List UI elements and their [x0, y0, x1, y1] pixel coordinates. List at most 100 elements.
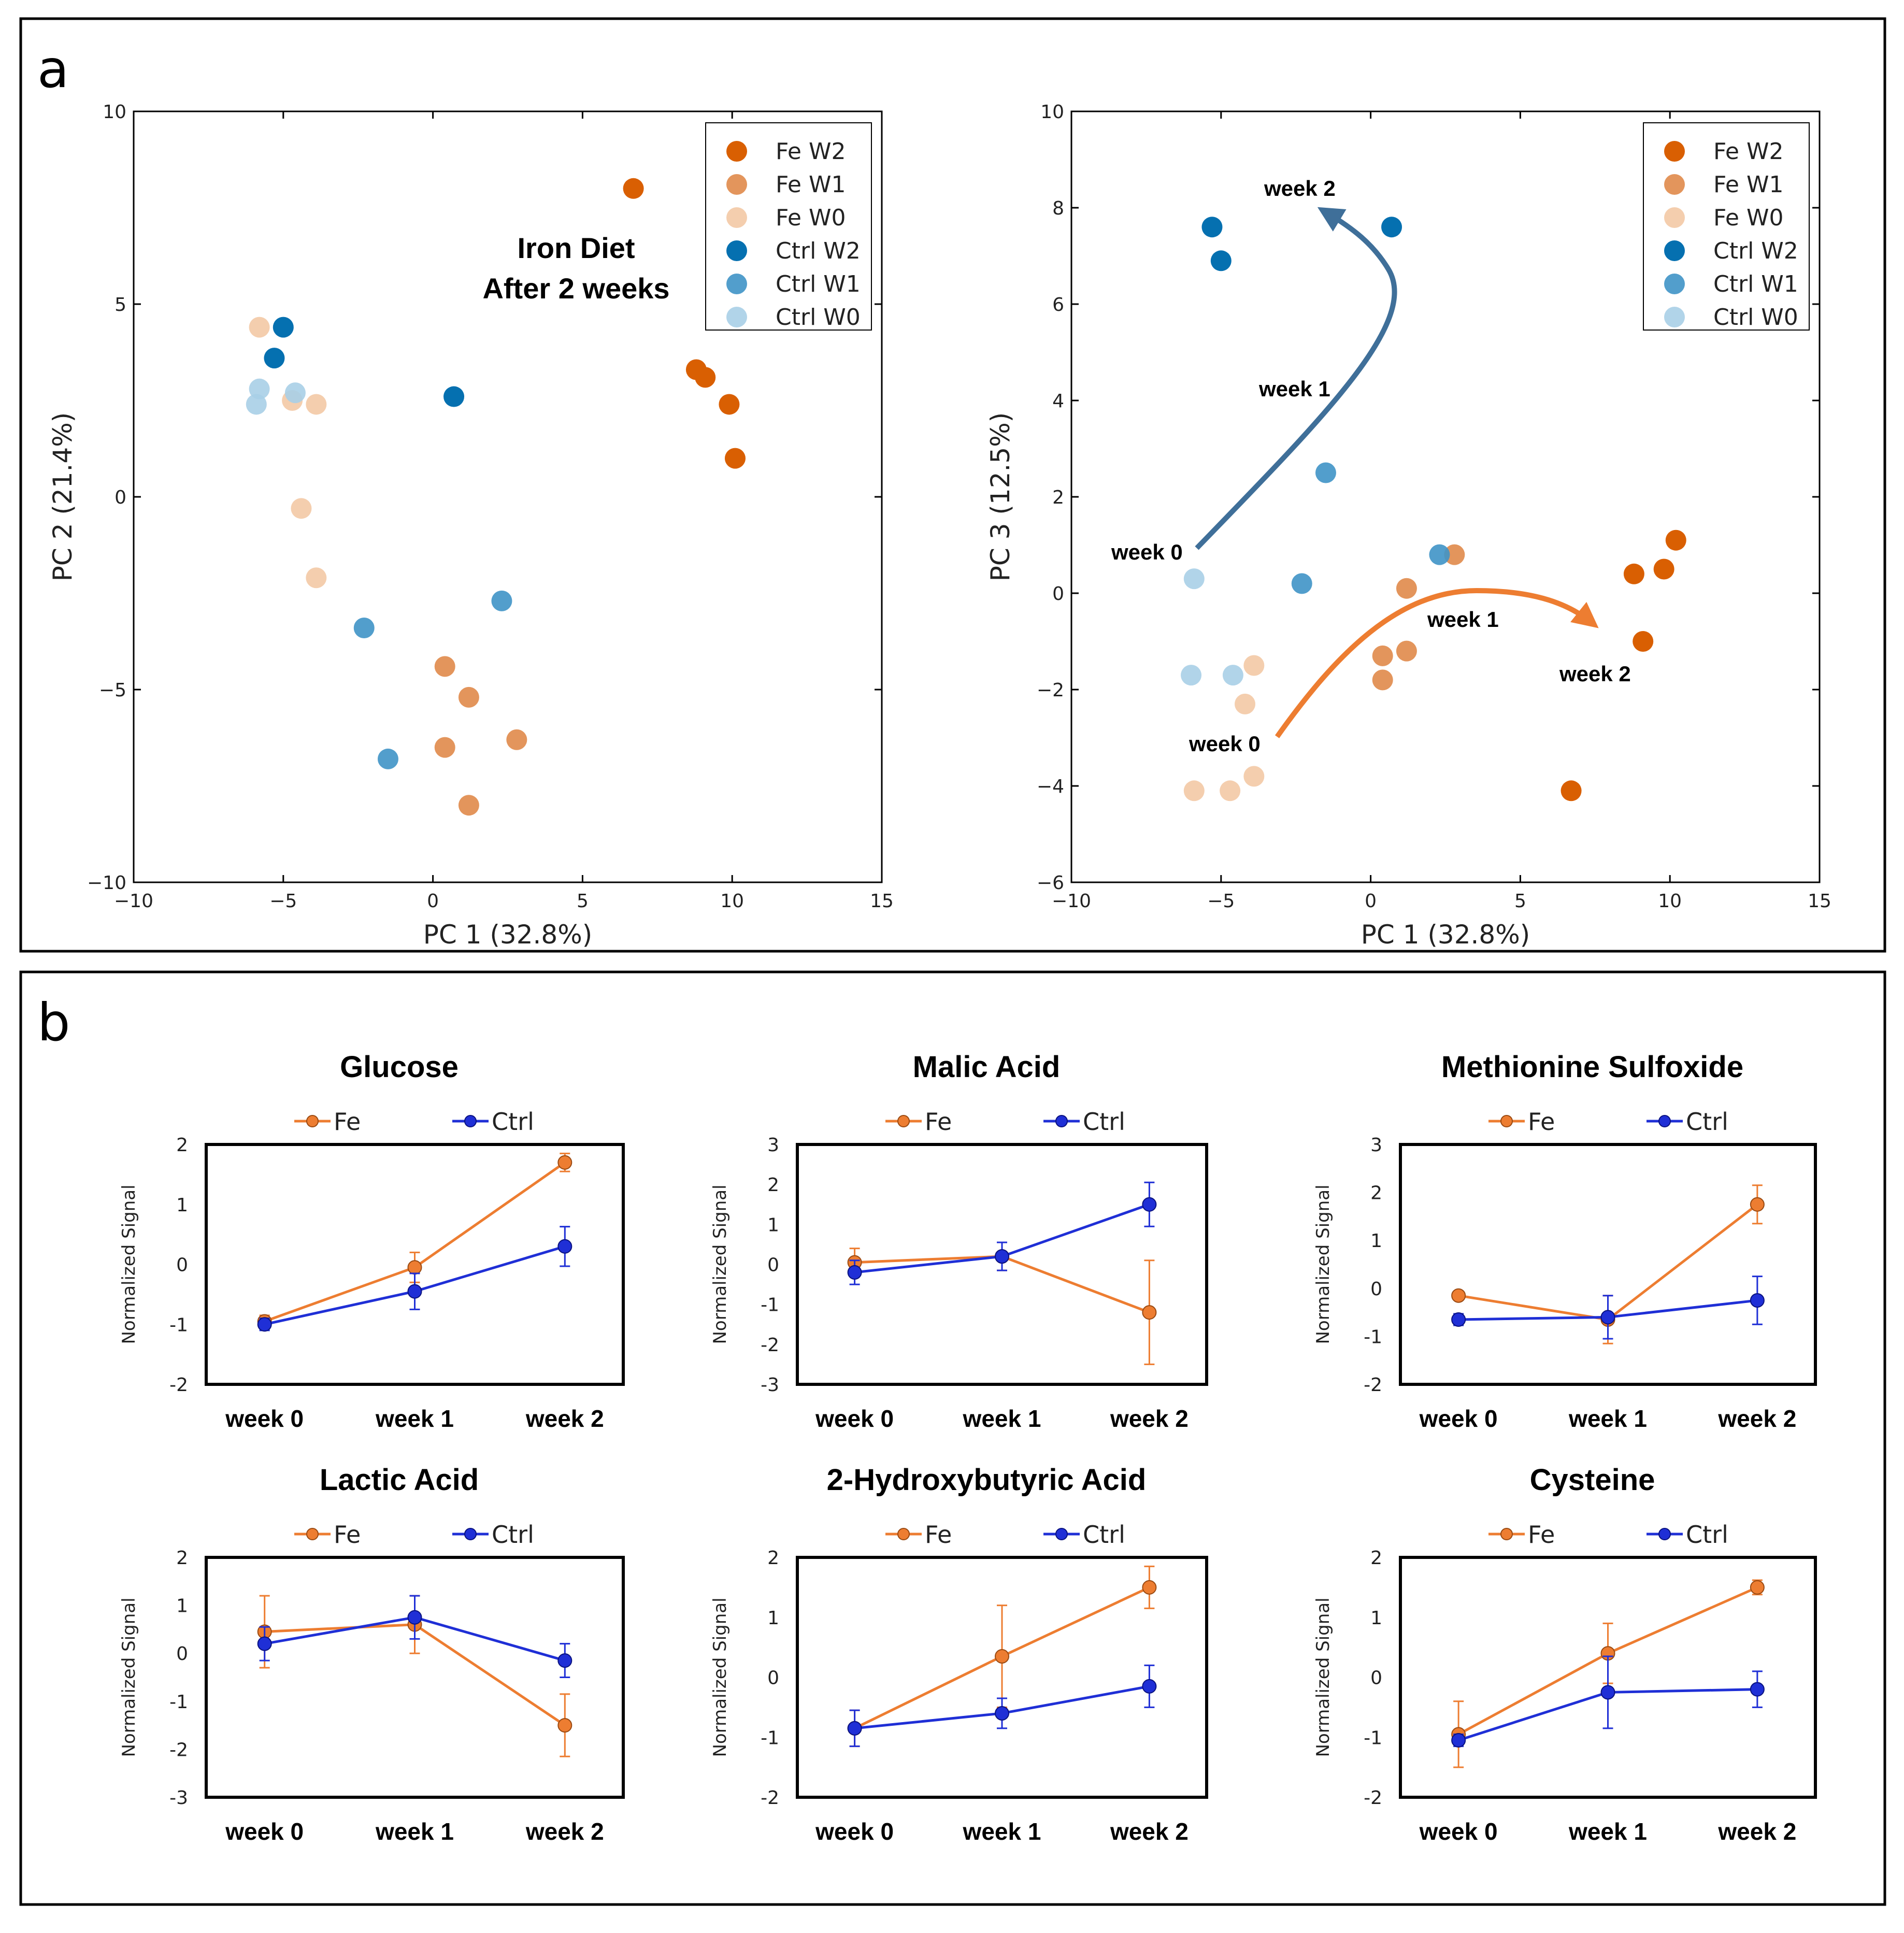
data-point-ctrl	[407, 1284, 422, 1299]
point-fe-w2	[1653, 559, 1674, 580]
y-tick-label: −5	[99, 680, 126, 701]
legend-marker-ctrl-w0	[726, 307, 747, 327]
legend-label-ctrl: Ctrl	[492, 1108, 534, 1136]
y-tick-label: -2	[1364, 1374, 1382, 1396]
data-point-fe	[1750, 1580, 1765, 1595]
y-tick-label: 6	[1052, 294, 1064, 316]
legend-marker-fe-w0	[1664, 207, 1685, 228]
y-tick-label: 2	[176, 1548, 188, 1569]
y-tick-label: 0	[767, 1668, 779, 1689]
legend-marker-fe-w2	[1664, 141, 1685, 162]
line-chart-methionine-sulfoxide: Methionine Sulfoxide Fe Ctrl -2 -1 0 1 2 3 Normal…	[1313, 1050, 1817, 1432]
data-point-fe	[407, 1260, 422, 1275]
x-category-label: week 1	[375, 1405, 454, 1432]
x-category-label: week 1	[1568, 1405, 1647, 1432]
x-category-label: week 2	[1110, 1818, 1189, 1845]
point-fe-w1	[458, 686, 479, 708]
x-category-label: week 1	[1568, 1818, 1647, 1845]
point-ctrl-w2	[1210, 250, 1232, 271]
line-chart-2-hydroxybutyric-acid: 2-Hydroxybutyric Acid Fe Ctrl -2 -1 0 1 2 Normal…	[710, 1463, 1208, 1845]
legend-label-fe: Fe	[334, 1108, 361, 1136]
chart-title: Malic Acid	[913, 1050, 1061, 1084]
legend-label-fe-w0: Fe W0	[776, 205, 846, 231]
point-fe-w0	[306, 567, 327, 589]
y-tick-label: 1	[767, 1214, 779, 1236]
ctrl-week2-label: week 2	[1264, 176, 1336, 201]
x-tick-label: 0	[1365, 891, 1377, 912]
legend-marker-ctrl-w2	[726, 240, 747, 261]
chart-title: Methionine Sulfoxide	[1441, 1050, 1743, 1084]
y-tick-label: 0	[1370, 1279, 1382, 1300]
data-point-ctrl	[1451, 1733, 1466, 1748]
data-point-ctrl	[847, 1265, 862, 1280]
data-point-ctrl	[1451, 1312, 1466, 1327]
y-tick-label: 1	[1370, 1230, 1382, 1252]
y-axis-label: Normalized Signal	[710, 1184, 731, 1344]
point-ctrl-w1	[1315, 462, 1336, 483]
legend-marker-ctrl	[464, 1115, 477, 1127]
data-point-ctrl	[1142, 1197, 1157, 1212]
point-fe-w2	[1633, 631, 1654, 652]
data-point-ctrl	[1750, 1293, 1765, 1308]
legend-label-ctrl: Ctrl	[1686, 1108, 1728, 1136]
data-point-fe	[995, 1649, 1009, 1664]
plot-area	[205, 1143, 625, 1386]
x-tick-label: −10	[1052, 891, 1091, 912]
y-tick-label: -2	[761, 1335, 779, 1356]
legend-marker-ctrl	[1055, 1528, 1068, 1540]
data-point-ctrl	[257, 1317, 272, 1332]
legend-marker-ctrl-w1	[726, 274, 747, 294]
x-axis-label: PC 1 (32.8%)	[1361, 920, 1530, 950]
x-tick-label: −10	[114, 891, 153, 912]
y-axis-label: Normalized Signal	[1313, 1184, 1334, 1344]
point-ctrl-w1	[377, 748, 398, 769]
x-category-label: week 1	[963, 1405, 1041, 1432]
point-ctrl-w2	[1201, 217, 1223, 238]
point-ctrl-w0	[1183, 568, 1205, 590]
x-category-label: week 0	[225, 1818, 304, 1845]
chart-title: Cysteine	[1530, 1463, 1655, 1497]
legend-marker-ctrl	[1658, 1528, 1671, 1540]
x-category-label: week 0	[1419, 1818, 1498, 1845]
legend-label-fe: Fe	[925, 1521, 952, 1549]
data-point-ctrl	[1600, 1685, 1615, 1700]
y-tick-label: -2	[761, 1787, 779, 1809]
x-category-label: week 2	[1717, 1818, 1796, 1845]
point-fe-w1	[1396, 640, 1417, 662]
x-category-label: week 2	[1110, 1405, 1189, 1432]
point-fe-w0	[306, 394, 327, 415]
y-axis-label: PC 3 (12.5%)	[985, 412, 1015, 582]
x-category-label: week 0	[225, 1405, 304, 1432]
y-tick-label: 2	[1370, 1183, 1382, 1204]
legend-label-fe-w1: Fe W1	[1713, 171, 1783, 198]
legend-label-fe: Fe	[925, 1108, 952, 1136]
legend-marker-ctrl-w2	[1664, 240, 1685, 261]
legend-marker-ctrl	[1658, 1115, 1671, 1127]
data-point-fe	[557, 1718, 572, 1733]
y-tick-label: 3	[1370, 1135, 1382, 1156]
legend-label-ctrl: Ctrl	[1686, 1521, 1728, 1549]
x-category-label: week 2	[1717, 1405, 1796, 1432]
point-ctrl-w1	[1429, 544, 1450, 565]
plot-area	[1399, 1556, 1817, 1799]
point-fe-w0	[1243, 766, 1265, 787]
data-point-fe	[1750, 1197, 1765, 1212]
y-tick-label: 5	[114, 294, 126, 316]
y-tick-label: 0	[1370, 1668, 1382, 1689]
line-chart-cysteine: Cysteine Fe Ctrl -2 -1 0 1 2 Normalized Signal we…	[1313, 1463, 1817, 1845]
point-ctrl-w2	[264, 348, 285, 369]
panel-a-label: a	[37, 39, 69, 99]
y-tick-label: -1	[1364, 1326, 1382, 1348]
x-category-label: week 1	[963, 1818, 1041, 1845]
point-ctrl-w0	[249, 378, 270, 399]
x-tick-label: 0	[427, 891, 439, 912]
x-tick-label: 5	[1514, 891, 1526, 912]
ctrl-week0-label: week 0	[1111, 540, 1183, 564]
point-fe-w0	[1183, 780, 1205, 801]
point-ctrl-w1	[491, 590, 512, 611]
y-tick-label: 2	[1052, 487, 1064, 508]
y-axis-label: Normalized Signal	[1313, 1597, 1334, 1757]
legend-marker-ctrl-w0	[1664, 307, 1685, 327]
panel-b-label: b	[37, 992, 70, 1053]
